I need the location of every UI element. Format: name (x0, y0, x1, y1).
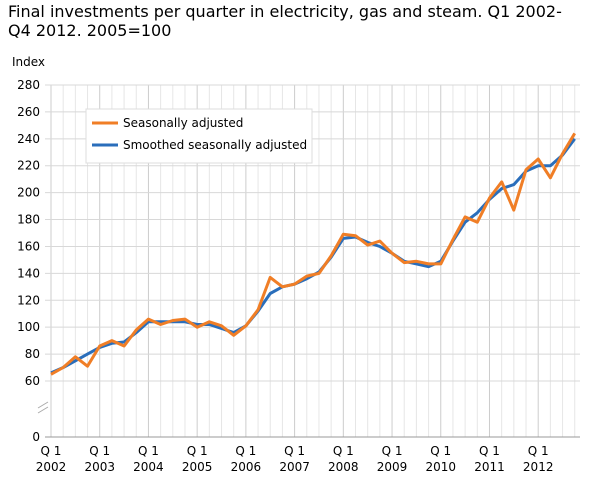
x-tick-label: Q 1 (430, 444, 451, 458)
y-tick-label: 80 (25, 347, 40, 361)
x-tick-year: 2004 (133, 460, 164, 474)
x-tick-label: Q 1 (333, 444, 354, 458)
x-tick-year: 2009 (377, 460, 408, 474)
y-tick-label: 0 (32, 430, 40, 444)
y-tick-label: 100 (17, 320, 40, 334)
x-tick-year: 2012 (523, 460, 554, 474)
axis-break-icon (37, 401, 49, 414)
x-tick-year: 2003 (84, 460, 115, 474)
x-tick-year: 2002 (36, 460, 67, 474)
x-tick-year: 2006 (231, 460, 262, 474)
x-tick-label: Q 1 (284, 444, 305, 458)
y-tick-label: 260 (17, 105, 40, 119)
x-tick-label: Q 1 (41, 444, 62, 458)
x-tick-label: Q 1 (235, 444, 256, 458)
x-tick-label: Q 1 (89, 444, 110, 458)
x-tick-label: Q 1 (479, 444, 500, 458)
x-tick-label: Q 1 (187, 444, 208, 458)
x-tick-year: 2008 (328, 460, 359, 474)
x-tick-label: Q 1 (528, 444, 549, 458)
x-tick-label: Q 1 (138, 444, 159, 458)
y-tick-label: 120 (17, 293, 40, 307)
x-tick-year: 2005 (182, 460, 213, 474)
legend-label: Seasonally adjusted (123, 116, 243, 130)
legend-label: Smoothed seasonally adjusted (123, 138, 307, 152)
chart-title: Final investments per quarter in electri… (8, 2, 562, 40)
y-tick-label: 60 (25, 374, 40, 388)
x-tick-year: 2007 (279, 460, 310, 474)
y-tick-label: 220 (17, 159, 40, 173)
x-tick-label: Q 1 (382, 444, 403, 458)
y-tick-label: 240 (17, 132, 40, 146)
y-tick-label: 180 (17, 213, 40, 227)
y-tick-label: 280 (17, 78, 40, 92)
x-tick-year: 2010 (425, 460, 456, 474)
y-axis-label: Index (12, 55, 45, 69)
x-tick-year: 2011 (474, 460, 505, 474)
y-tick-label: 200 (17, 186, 40, 200)
legend: Seasonally adjusted Smoothed seasonally … (85, 108, 313, 164)
y-tick-label: 160 (17, 239, 40, 253)
y-tick-label: 140 (17, 266, 40, 280)
series-line-seasonally-adjusted (50, 132, 576, 376)
